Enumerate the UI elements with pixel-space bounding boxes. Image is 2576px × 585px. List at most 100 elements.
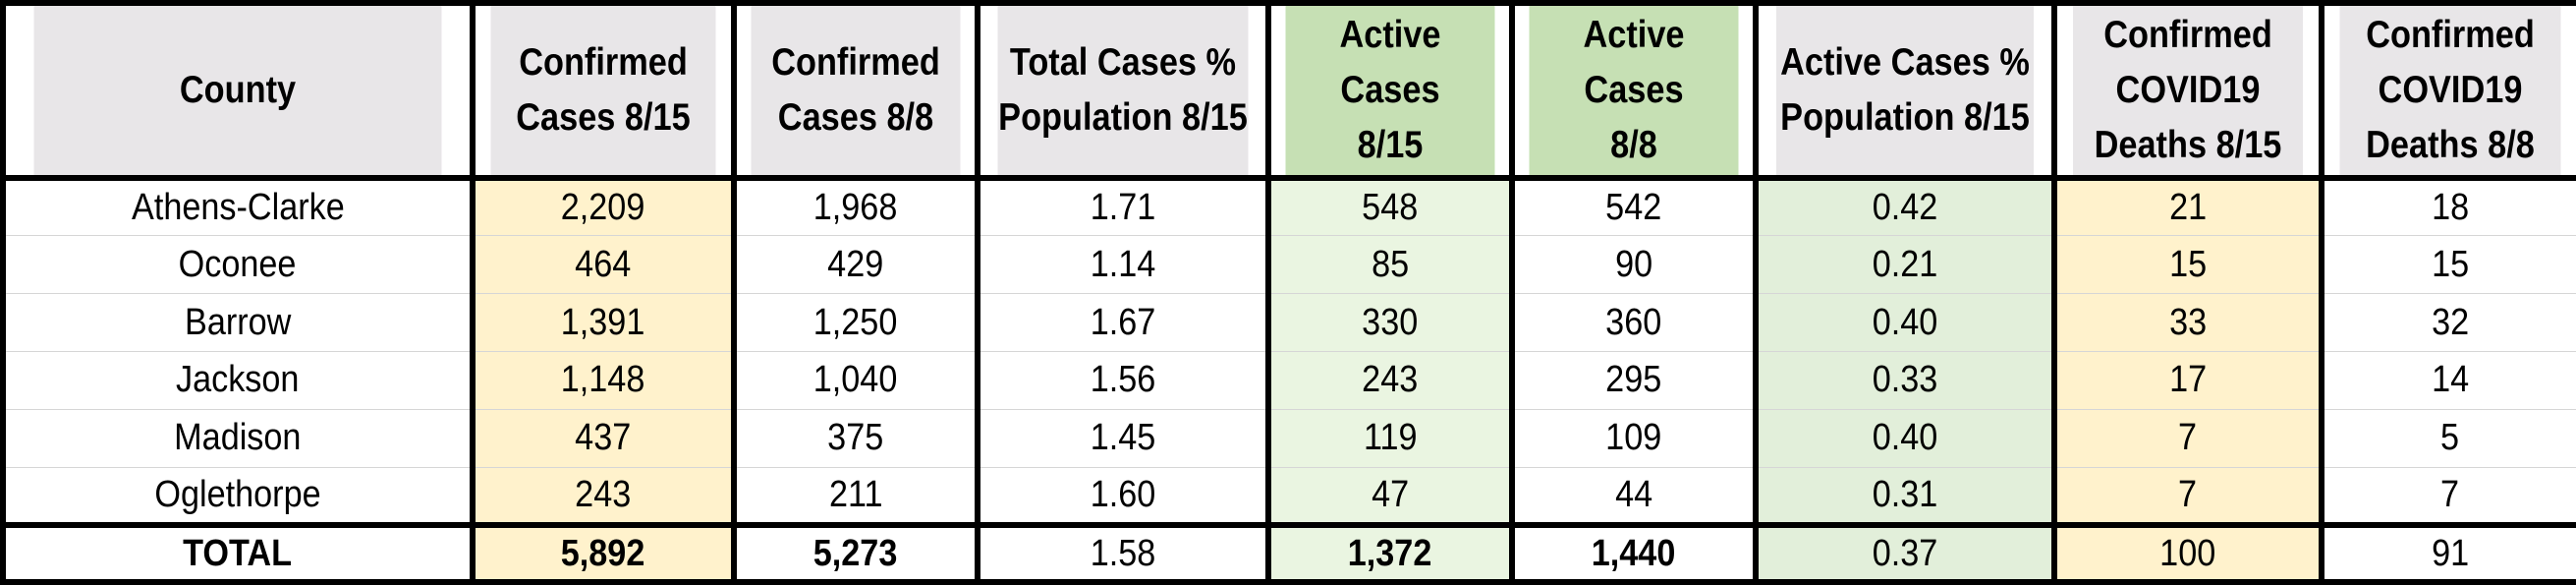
cell-confirmed-deaths-8-8: 32	[2319, 293, 2576, 352]
cell-active-cases-8-8: 295	[1509, 350, 1759, 410]
total-cell-total-cases-pct-population-8-15: 1.58	[975, 522, 1271, 585]
cell-total-cases-pct-population-8-15: 1.60	[975, 466, 1271, 526]
table-row: Barrow 1,391 1,250 1.67 330 360 0.40 33 32	[0, 293, 2576, 352]
cell-value: 1,040	[813, 359, 898, 401]
table-row: Oglethorpe 243 211 1.60 47 44 0.31 7 7	[0, 466, 2576, 526]
column-header-line: Active Cases %	[1780, 41, 2030, 84]
cell-value: 211	[828, 473, 883, 515]
cell-county: Jackson	[0, 350, 476, 410]
cell-active-cases-8-15: 330	[1265, 293, 1515, 352]
column-header-active-cases-8-8: Active Cases 8/8	[1524, 0, 1744, 181]
cell-active-cases-8-8: 90	[1509, 235, 1759, 295]
cell-active-cases-8-15: 548	[1265, 175, 1515, 237]
cell-county: Oglethorpe	[0, 466, 476, 526]
column-header-confirmed-cases-8-8: Confirmed Cases 8/8	[746, 0, 966, 181]
cell-total-cases-pct-population-8-15: 1.14	[975, 235, 1271, 295]
table-header: County Confirmed Cases 8/15 Confirmed Cases …	[3, 0, 2576, 181]
cell-active-cases-8-15: 119	[1265, 408, 1515, 468]
column-header-line: County	[179, 69, 297, 111]
column-header-line: Cases 8/15	[516, 96, 691, 139]
cell-value: 90	[1614, 243, 1653, 285]
cell-confirmed-cases-8-15: 437	[470, 408, 737, 468]
cell-confirmed-deaths-8-15: 7	[2051, 466, 2324, 526]
column-header-county: County	[28, 0, 447, 181]
cell-value: 1,968	[813, 187, 898, 229]
cell-value: 1.67	[1090, 301, 1156, 343]
cell-active-cases-pct-population-8-15: 0.21	[1753, 235, 2057, 295]
cell-confirmed-deaths-8-8: 14	[2319, 350, 2576, 410]
cell-confirmed-deaths-8-15: 15	[2051, 235, 2324, 295]
total-cell-active-cases-8-15: 1,372	[1265, 522, 1515, 585]
cell-active-cases-8-8: 109	[1509, 408, 1759, 468]
cell-value: 437	[575, 417, 632, 459]
total-cell-county: TOTAL	[0, 522, 476, 585]
cell-active-cases-8-8: 360	[1509, 293, 1759, 352]
table-footer: TOTAL 5,892 5,273 1.58 1,372 1,440 0.37 100 91	[0, 522, 2576, 585]
cell-value: 32	[2431, 301, 2470, 343]
cell-value: 17	[2168, 359, 2208, 401]
cell-confirmed-deaths-8-8: 18	[2319, 175, 2576, 237]
column-header-line: COVID19	[2115, 69, 2261, 111]
column-header-line: Cases 8/8	[777, 96, 934, 139]
column-header-line: Deaths 8/8	[2366, 124, 2535, 166]
cell-value: 1.14	[1090, 243, 1156, 285]
cell-value: 464	[575, 243, 632, 285]
cell-county: Athens-Clarke	[0, 175, 476, 237]
cell-value: 7	[2178, 417, 2198, 459]
cell-confirmed-cases-8-8: 1,040	[731, 350, 980, 410]
cell-value: 0.21	[1872, 243, 1938, 285]
cell-value: Madison	[174, 417, 302, 459]
cell-value: 429	[827, 243, 884, 285]
cell-confirmed-cases-8-15: 243	[470, 466, 737, 526]
cell-value: 119	[1363, 417, 1418, 459]
column-header-total-cases-pct-population-8-15: Total Cases % Population 8/15	[992, 0, 1254, 181]
header-row: County Confirmed Cases 8/15 Confirmed Cases …	[3, 0, 2576, 181]
cell-value: 0.42	[1872, 187, 1938, 229]
total-row: TOTAL 5,892 5,273 1.58 1,372 1,440 0.37 100 91	[0, 522, 2576, 585]
cell-total-cases-pct-population-8-15: 1.67	[975, 293, 1271, 352]
cell-value: 243	[1362, 359, 1419, 401]
cell-value: 330	[1362, 301, 1419, 343]
column-header-line: Total Cases %	[1009, 41, 1237, 84]
cell-value: Oglethorpe	[154, 473, 321, 515]
cell-value: 33	[2168, 301, 2208, 343]
cell-value: 1,250	[813, 301, 898, 343]
cell-value: 47	[1371, 473, 1410, 515]
total-value: 100	[2159, 532, 2216, 574]
cell-value: 5	[2440, 417, 2460, 459]
cell-active-cases-8-8: 542	[1509, 175, 1759, 237]
table-body: Athens-Clarke 2,209 1,968 1.71 548 542 0.42 21 1…	[0, 175, 2576, 526]
column-header-confirmed-deaths-8-15: Confirmed COVID19 Deaths 8/15	[2067, 0, 2309, 181]
total-cell-active-cases-8-8: 1,440	[1509, 522, 1759, 585]
cell-confirmed-deaths-8-8: 7	[2319, 466, 2576, 526]
cell-confirmed-cases-8-8: 211	[731, 466, 980, 526]
column-header-line: Active Cases	[1339, 14, 1441, 111]
total-cell-confirmed-cases-8-15: 5,892	[470, 522, 737, 585]
total-value: TOTAL	[183, 532, 293, 574]
table-row: Jackson 1,148 1,040 1.56 243 295 0.33 17 14	[0, 350, 2576, 410]
cell-value: 0.31	[1872, 473, 1938, 515]
cell-value: 7	[2440, 473, 2460, 515]
column-header-line: 8/8	[1610, 124, 1657, 166]
column-header-line: Confirmed	[2366, 14, 2535, 56]
column-header-line: 8/15	[1357, 124, 1424, 166]
total-value: 1.58	[1090, 532, 1156, 574]
table-row: Madison 437 375 1.45 119 109 0.40 7 5	[0, 408, 2576, 468]
total-value: 5,892	[561, 532, 645, 574]
column-header-active-cases-8-15: Active Cases 8/15	[1280, 0, 1500, 181]
cell-confirmed-cases-8-8: 1,968	[731, 175, 980, 237]
cell-value: 0.40	[1872, 301, 1938, 343]
cell-value: Barrow	[184, 301, 292, 343]
cell-active-cases-8-8: 44	[1509, 466, 1759, 526]
total-value: 1,372	[1348, 532, 1432, 574]
cell-county: Oconee	[0, 235, 476, 295]
cell-value: 1.60	[1090, 473, 1156, 515]
cell-confirmed-cases-8-8: 375	[731, 408, 980, 468]
cell-value: 1,148	[561, 359, 645, 401]
cell-confirmed-deaths-8-15: 21	[2051, 175, 2324, 237]
total-value: 1,440	[1592, 532, 1676, 574]
cell-value: 44	[1614, 473, 1653, 515]
cell-value: 243	[575, 473, 632, 515]
table-row: Athens-Clarke 2,209 1,968 1.71 548 542 0.42 21 1…	[0, 175, 2576, 237]
